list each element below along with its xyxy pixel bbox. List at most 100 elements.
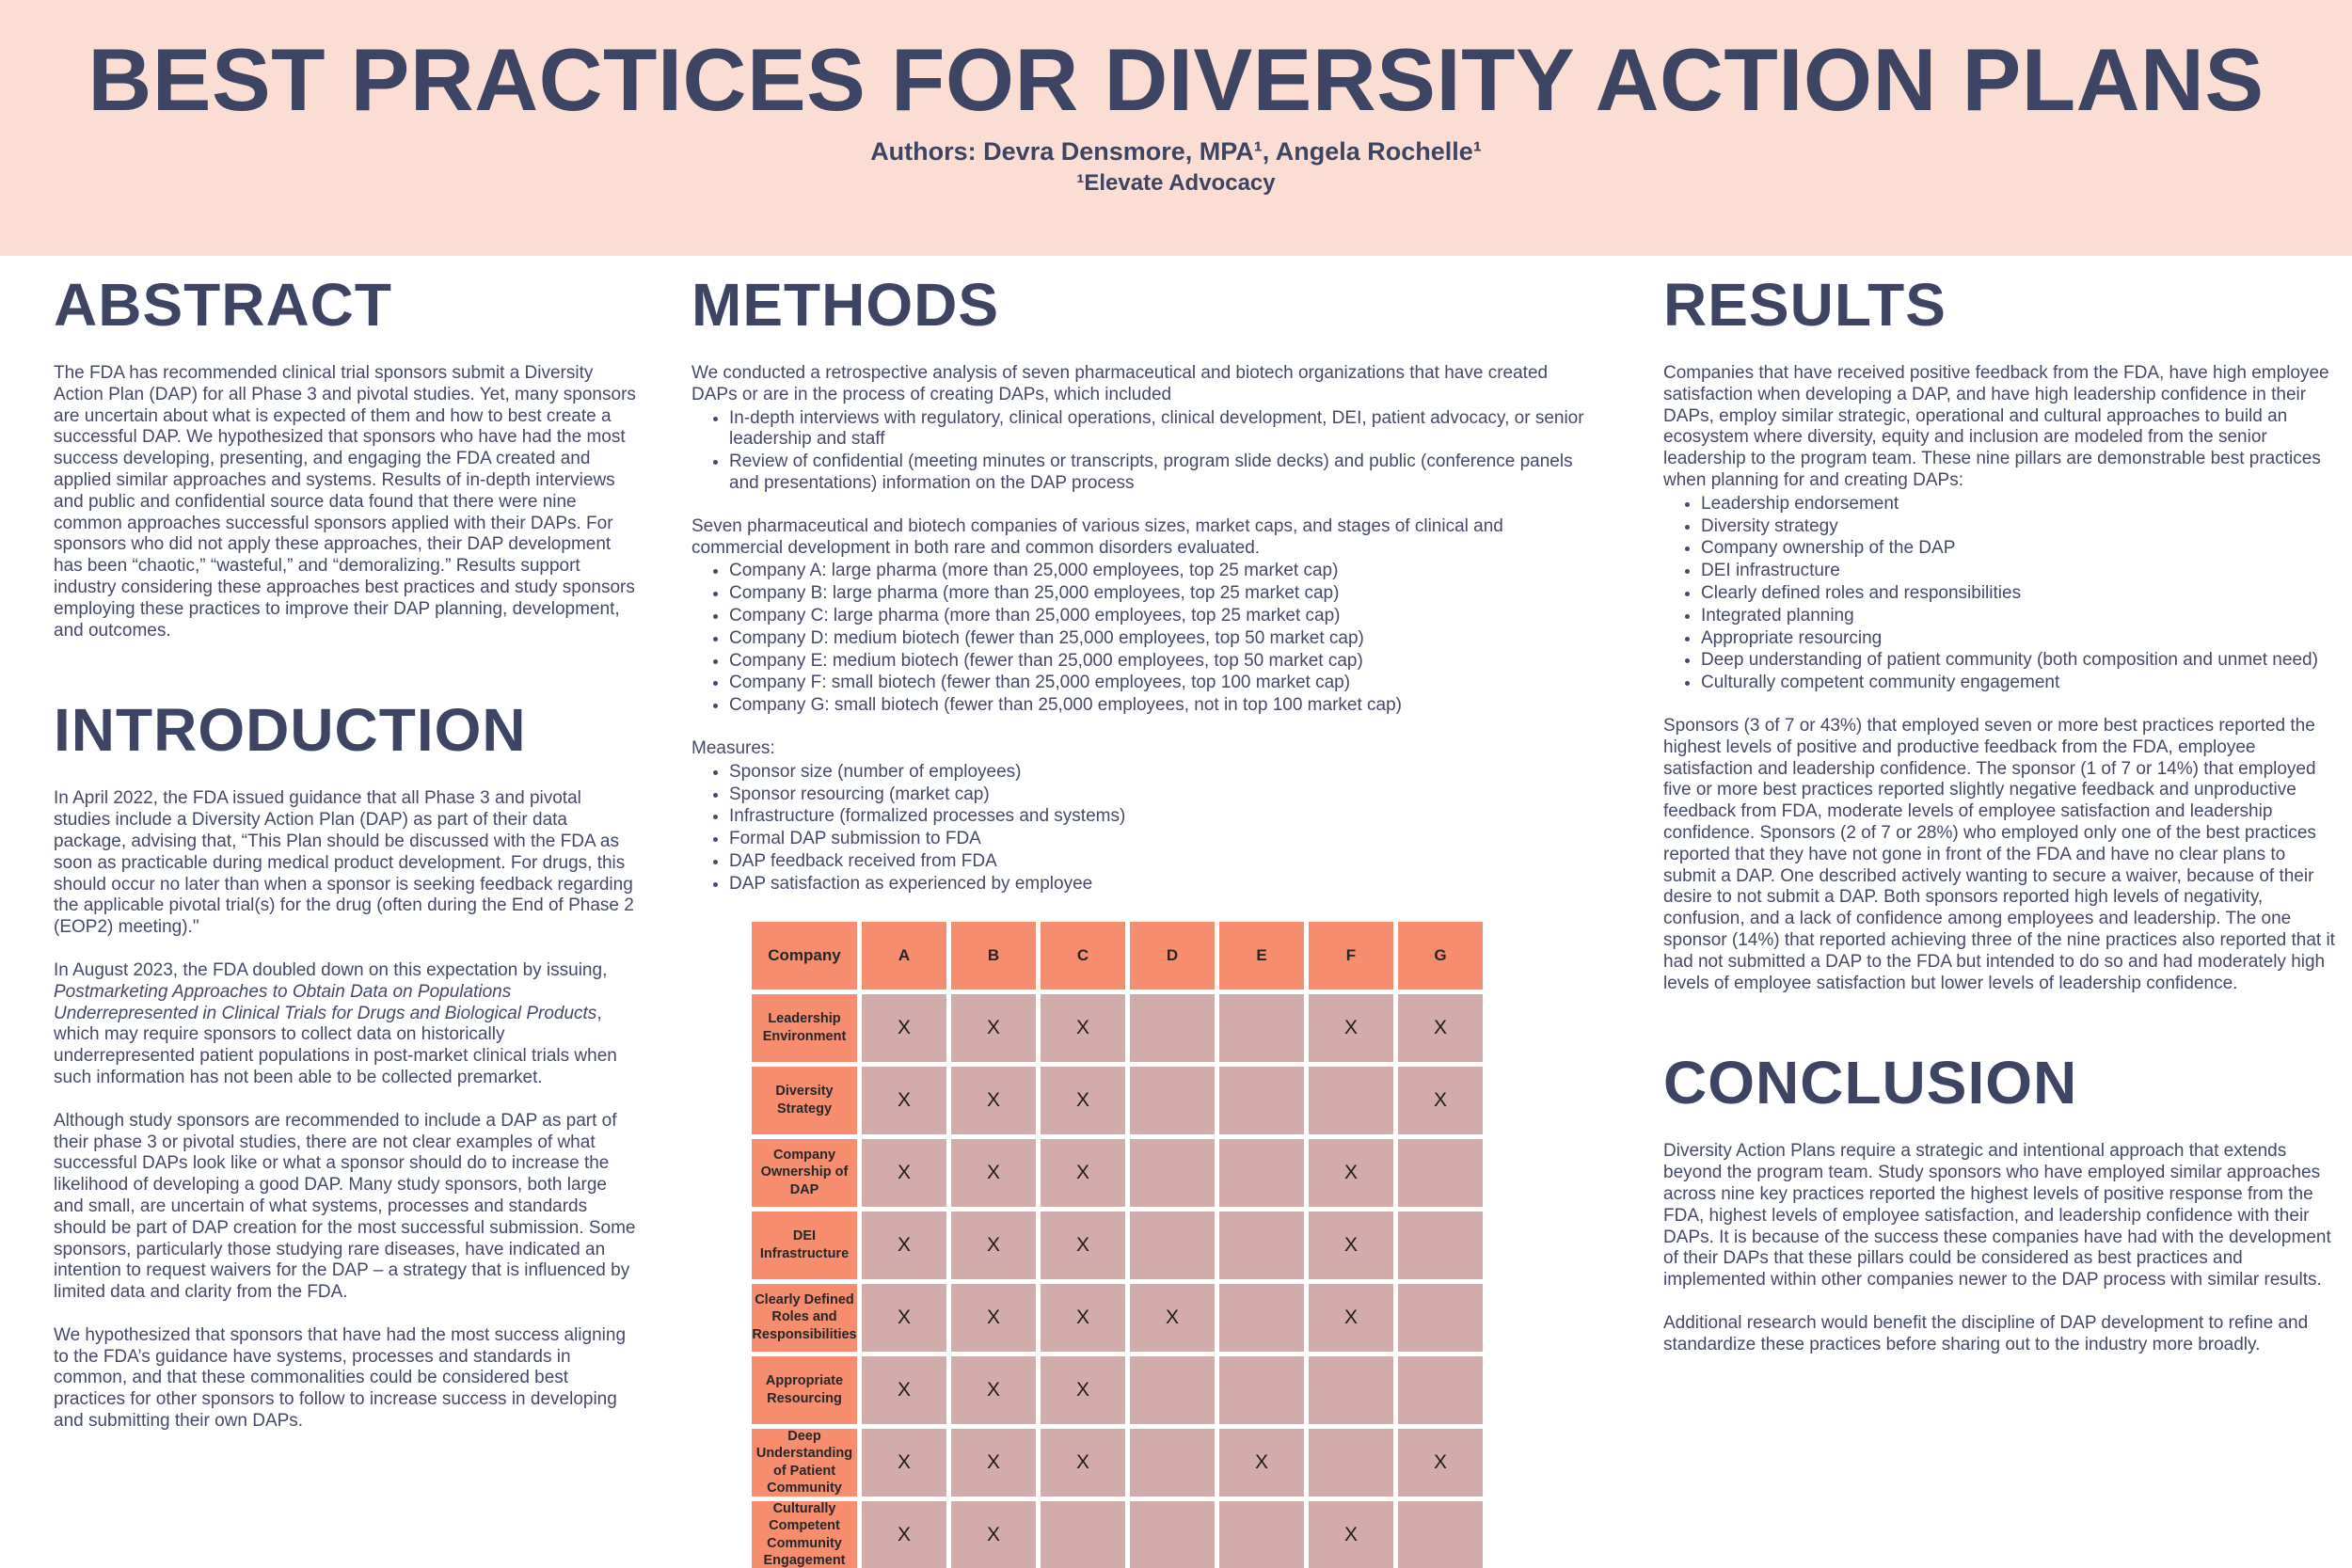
matrix-row-label: Leadership Environment bbox=[752, 993, 857, 1062]
introduction-paragraph-4: We hypothesized that sponsors that have … bbox=[54, 1324, 627, 1432]
matrix-cell-empty bbox=[1130, 1211, 1215, 1279]
matrix-cell-marked: X bbox=[862, 1138, 946, 1207]
matrix-cell-marked: X bbox=[1041, 1066, 1125, 1134]
matrix-cell-marked: X bbox=[1041, 1211, 1125, 1279]
column-left: ABSTRACT The FDA has recommended clinica… bbox=[54, 275, 637, 1454]
methods-companies-list: Company A: large pharma (more than 25,00… bbox=[691, 561, 1590, 717]
authors-line: Authors: Devra Densmore, MPA¹, Angela Ro… bbox=[870, 137, 1482, 166]
matrix-cell-empty bbox=[1219, 1355, 1304, 1424]
list-item: DAP satisfaction as experienced by emplo… bbox=[729, 874, 1590, 895]
results-paragraph-1: Companies that have received positive fe… bbox=[1663, 363, 2329, 490]
matrix-column-header: C bbox=[1041, 921, 1125, 990]
matrix-cell-marked: X bbox=[1309, 1211, 1393, 1279]
matrix-cell-empty bbox=[1130, 1500, 1215, 1568]
matrix-cell-marked: X bbox=[1309, 1138, 1393, 1207]
matrix-cell-empty bbox=[1398, 1211, 1483, 1279]
affiliation-line: ¹Elevate Advocacy bbox=[1076, 170, 1276, 196]
matrix-cell-marked: X bbox=[862, 1283, 946, 1352]
conclusion-paragraph-1: Diversity Action Plans require a strateg… bbox=[1663, 1141, 2331, 1291]
matrix-cell-marked: X bbox=[951, 1066, 1036, 1134]
matrix-cell-marked: X bbox=[951, 1500, 1036, 1568]
matrix-column-header: D bbox=[1130, 921, 1215, 990]
matrix-cell-empty bbox=[1130, 1066, 1215, 1134]
matrix-cell-empty bbox=[1309, 1066, 1393, 1134]
poster-banner: BEST PRACTICES FOR DIVERSITY ACTION PLAN… bbox=[0, 0, 2352, 256]
introduction-heading: INTRODUCTION bbox=[54, 696, 527, 765]
list-item: Company A: large pharma (more than 25,00… bbox=[729, 561, 1590, 582]
matrix-cell-marked: X bbox=[1130, 1283, 1215, 1352]
list-item: DEI infrastructure bbox=[1701, 561, 2339, 582]
list-item: Sponsor resourcing (market cap) bbox=[729, 784, 1590, 806]
methods-heading: METHODS bbox=[691, 271, 999, 339]
list-item: Company F: small biotech (fewer than 25,… bbox=[729, 673, 1590, 694]
matrix-cell-marked: X bbox=[862, 993, 946, 1062]
matrix-cell-marked: X bbox=[1219, 1428, 1304, 1497]
list-item: In-depth interviews with regulatory, cli… bbox=[729, 408, 1590, 451]
matrix-cell-empty bbox=[1219, 1066, 1304, 1134]
list-item: Appropriate resourcing bbox=[1701, 628, 2339, 650]
matrix-cell-marked: X bbox=[951, 1283, 1036, 1352]
column-middle: METHODS We conducted a retrospective ana… bbox=[691, 275, 1590, 1568]
italic-text-run: Postmarketing Approaches to Obtain Data … bbox=[54, 981, 597, 1023]
results-pillars-list: Leadership endorsementDiversity strategy… bbox=[1663, 494, 2339, 694]
matrix-cell-marked: X bbox=[1041, 1283, 1125, 1352]
methods-measures-list: Sponsor size (number of employees)Sponso… bbox=[691, 762, 1590, 895]
matrix-row-label: Deep Understanding of Patient Community bbox=[752, 1428, 857, 1497]
matrix-column-header: A bbox=[862, 921, 946, 990]
introduction-paragraph-3: Although study sponsors are recommended … bbox=[54, 1110, 636, 1303]
matrix-cell-marked: X bbox=[862, 1355, 946, 1424]
matrix-cell-empty bbox=[1219, 1500, 1304, 1568]
matrix-cell-marked: X bbox=[951, 993, 1036, 1062]
list-item: DAP feedback received from FDA bbox=[729, 851, 1590, 873]
matrix-cell-empty bbox=[1309, 1428, 1393, 1497]
list-item: Diversity strategy bbox=[1701, 516, 2339, 538]
matrix-cell-empty bbox=[1130, 1428, 1215, 1497]
matrix-cell-empty bbox=[1130, 1355, 1215, 1424]
text-run: , which may require sponsors to collect … bbox=[54, 1003, 617, 1087]
matrix-cell-empty bbox=[1130, 993, 1215, 1062]
matrix-column-header: G bbox=[1398, 921, 1483, 990]
matrix-cell-empty bbox=[1219, 993, 1304, 1062]
list-item: Leadership endorsement bbox=[1701, 494, 2339, 515]
matrix-cell-marked: X bbox=[951, 1211, 1036, 1279]
matrix-cell-marked: X bbox=[951, 1355, 1036, 1424]
methods-measures-label: Measures: bbox=[691, 737, 775, 758]
matrix-cell-marked: X bbox=[1309, 1283, 1393, 1352]
matrix-column-header: E bbox=[1219, 921, 1304, 990]
introduction-paragraph-2: In August 2023, the FDA doubled down on … bbox=[54, 960, 637, 1089]
list-item: Company D: medium biotech (fewer than 25… bbox=[729, 628, 1590, 650]
matrix-cell-empty bbox=[1130, 1138, 1215, 1207]
matrix-cell-empty bbox=[1398, 1355, 1483, 1424]
results-heading: RESULTS bbox=[1663, 271, 1947, 339]
matrix-cell-marked: X bbox=[1398, 1428, 1483, 1497]
list-item: Company E: medium biotech (fewer than 25… bbox=[729, 651, 1590, 673]
matrix-row-label: Diversity Strategy bbox=[752, 1066, 857, 1134]
matrix-cell-empty bbox=[1398, 1138, 1483, 1207]
list-item: Company C: large pharma (more than 25,00… bbox=[729, 606, 1590, 627]
matrix-cell-marked: X bbox=[862, 1066, 946, 1134]
list-item: Company G: small biotech (fewer than 25,… bbox=[729, 695, 1590, 717]
introduction-paragraph-1: In April 2022, the FDA issued guidance t… bbox=[54, 788, 634, 938]
matrix-row-label: DEI Infrastructure bbox=[752, 1211, 857, 1279]
matrix-cell-empty bbox=[1309, 1355, 1393, 1424]
matrix-cell-empty bbox=[1219, 1138, 1304, 1207]
matrix-column-header: B bbox=[951, 921, 1036, 990]
methods-companies-intro: Seven pharmaceutical and biotech compani… bbox=[691, 515, 1503, 558]
matrix-cell-marked: X bbox=[862, 1428, 946, 1497]
matrix-cell-marked: X bbox=[1309, 1500, 1393, 1568]
methods-approach-list: In-depth interviews with regulatory, cli… bbox=[691, 408, 1590, 495]
matrix-cell-marked: X bbox=[1041, 1428, 1125, 1497]
abstract-body: The FDA has recommended clinical trial s… bbox=[54, 363, 636, 641]
list-item: Clearly defined roles and responsibiliti… bbox=[1701, 583, 2339, 605]
matrix-row-label: Company Ownership of DAP bbox=[752, 1138, 857, 1207]
list-item: Culturally competent community engagemen… bbox=[1701, 673, 2339, 694]
methods-intro: We conducted a retrospective analysis of… bbox=[691, 363, 1549, 404]
matrix-cell-empty bbox=[1219, 1283, 1304, 1352]
column-right: RESULTS Companies that have received pos… bbox=[1663, 275, 2339, 1377]
matrix-cell-marked: X bbox=[951, 1138, 1036, 1207]
matrix-cell-marked: X bbox=[1398, 993, 1483, 1062]
conclusion-heading: CONCLUSION bbox=[1663, 1049, 2078, 1117]
abstract-heading: ABSTRACT bbox=[54, 271, 392, 339]
matrix-cell-empty bbox=[1219, 1211, 1304, 1279]
list-item: Deep understanding of patient community … bbox=[1701, 650, 2339, 672]
